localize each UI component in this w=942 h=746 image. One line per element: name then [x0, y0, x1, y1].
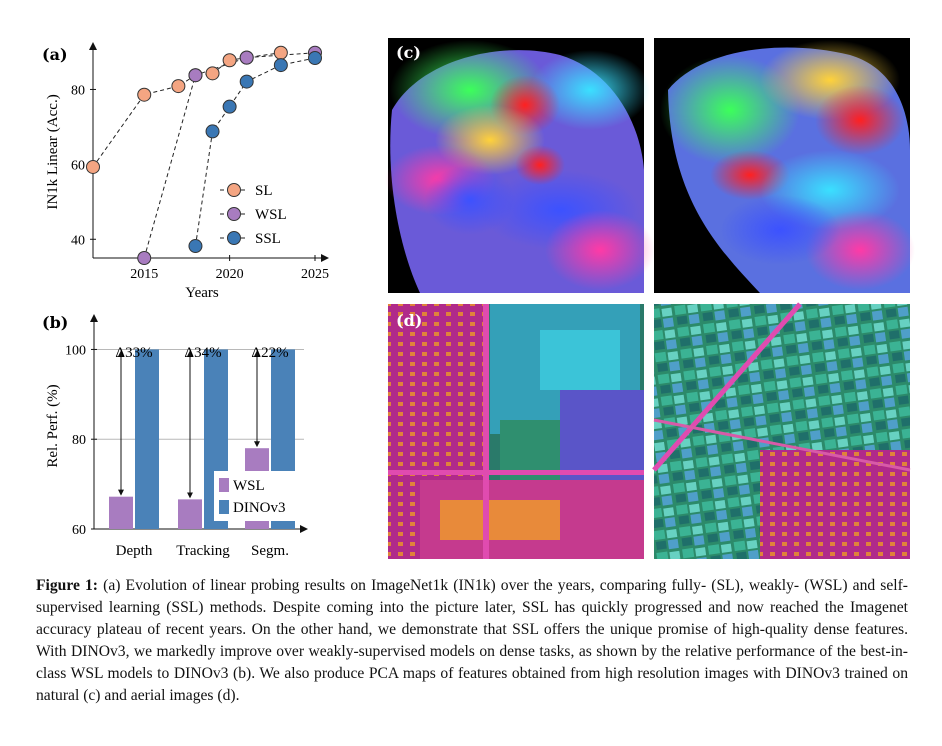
panel-a-point-ssl: [308, 50, 322, 65]
panel-c-label: (c): [396, 43, 421, 62]
panel-a-series-line-wsl: [143, 52, 316, 259]
legend-marker-wsl: [227, 207, 241, 221]
panel-a-point-sl: [205, 66, 220, 81]
pca-image-cat-2: [654, 38, 915, 293]
panel-a-point-wsl: [188, 68, 203, 83]
panel-b-ytick-label: 80: [72, 433, 86, 448]
legend-label-wsl: WSL: [255, 207, 287, 223]
panel-b-ytick-label: 60: [72, 523, 86, 538]
panel-a-point-sl: [171, 79, 186, 94]
panel-b-delta-label: Δ33%: [115, 345, 152, 361]
panel-a-ytick-label: 80: [71, 83, 85, 98]
legend-label-wsl: WSL: [233, 478, 265, 494]
panel-b-category-label: Segm.: [251, 543, 289, 559]
panel-b-category-label: Tracking: [176, 543, 230, 559]
panel-b-delta-label: Δ22%: [251, 345, 288, 361]
caption-text: (a) Evolution of linear probing results …: [36, 577, 908, 704]
legend-swatch-wsl: [219, 478, 229, 492]
panel-d-images: (d): [388, 302, 911, 559]
panel-a-point-sl: [86, 159, 100, 174]
panel-b-label: (b): [42, 313, 68, 332]
panel-a-chart: (a) 40 60 80 2015 2020 2025 Years IN1k Linea…: [42, 42, 329, 301]
legend-label-ssl: SSL: [255, 231, 281, 247]
panel-b-category-label: Depth: [116, 543, 153, 559]
panel-a-ylabel: IN1k Linear (Acc.): [45, 94, 61, 209]
panel-a-point-ssl: [239, 74, 254, 89]
figure-caption: Figure 1: (a) Evolution of linear probin…: [36, 575, 908, 707]
panel-a-point-ssl: [205, 124, 220, 139]
panel-b-bar-dinov3: [135, 349, 159, 529]
legend-marker-sl: [227, 183, 241, 197]
panel-a-point-wsl: [239, 50, 254, 65]
panel-b-ylabel: Rel. Perf. (%): [45, 384, 61, 467]
panel-a-point-ssl: [222, 99, 237, 114]
panel-b-legend: WSL DINOv3: [214, 471, 304, 521]
panel-a-series-line-sl: [92, 52, 281, 168]
panel-a-point-sl: [222, 53, 237, 68]
panel-a-point-sl: [273, 45, 288, 60]
legend-swatch-dinov3: [219, 500, 229, 514]
panel-d-label: (d): [396, 311, 422, 330]
panel-a-point-wsl: [137, 251, 152, 265]
panel-a-ytick-label: 40: [71, 233, 85, 248]
panel-a-point-sl: [137, 87, 152, 102]
pca-image-aerial-2: [652, 302, 911, 559]
legend-label-sl: SL: [255, 183, 273, 199]
panel-a-ytick-label: 60: [71, 158, 85, 173]
legend-label-dinov3: DINOv3: [233, 500, 286, 516]
panel-c-images: (c): [385, 38, 915, 294]
caption-label: Figure 1:: [36, 577, 98, 594]
panel-a-xlabel: Years: [185, 285, 219, 301]
panel-a-point-ssl: [273, 58, 288, 73]
panel-b-bar-wsl: [109, 496, 133, 529]
panel-a-xtick-label: 2015: [130, 267, 158, 282]
panel-b-bar-wsl: [178, 499, 202, 529]
panel-a-legend: SL WSL SSL: [220, 183, 287, 247]
panel-b-chart: (b) 60 80 100 Depth Tracking Segm. Δ33% Δ34% Δ…: [42, 313, 308, 559]
pca-image-aerial-1: (d): [388, 304, 644, 559]
panel-b-ytick-label: 100: [65, 343, 86, 358]
panel-a-point-ssl: [188, 239, 203, 254]
legend-marker-ssl: [227, 231, 241, 245]
pca-image-cat-1: (c): [385, 38, 655, 294]
panel-a-xtick-label: 2025: [301, 267, 329, 282]
panel-a-xtick-label: 2020: [216, 267, 244, 282]
panel-a-label: (a): [42, 45, 68, 64]
panel-b-delta-label: Δ34%: [184, 345, 221, 361]
